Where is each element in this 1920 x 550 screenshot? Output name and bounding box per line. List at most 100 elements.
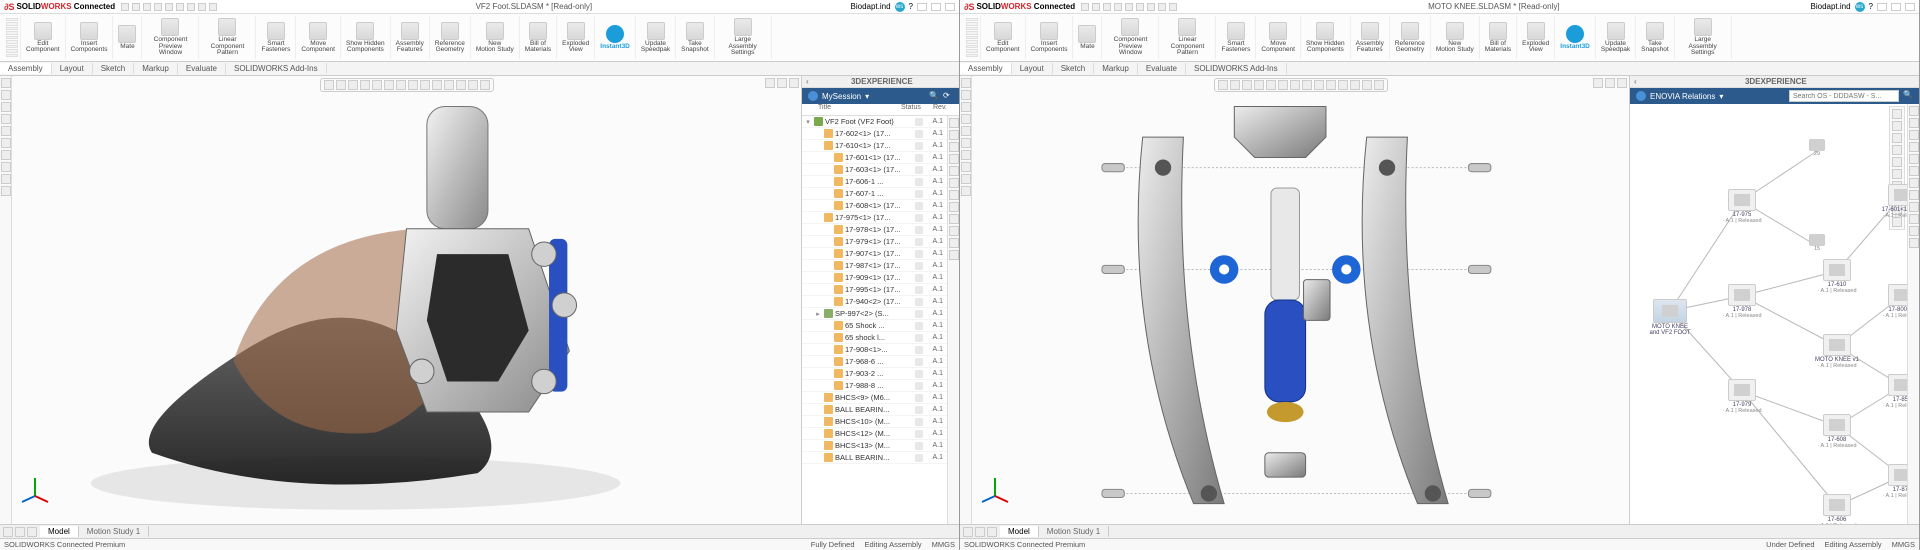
orientation-triad-icon[interactable] — [20, 474, 50, 504]
cmdtab-markup[interactable]: Markup — [1094, 63, 1138, 74]
btab-btn-icon[interactable] — [15, 527, 25, 537]
graph-tool-icon[interactable] — [1892, 145, 1902, 155]
restore-button[interactable] — [1891, 3, 1901, 11]
tree-row[interactable]: 17-601<1> (17...A.1 — [802, 152, 947, 164]
panel-tool-icon[interactable] — [949, 190, 959, 200]
ribbon-small-btn[interactable] — [6, 54, 18, 57]
ribbon-insert-components[interactable]: Insert Components — [1029, 21, 1070, 55]
qat-btn-icon[interactable] — [1158, 3, 1166, 11]
ribbon-mate[interactable]: Mate — [116, 24, 138, 52]
qat-btn-icon[interactable] — [176, 3, 184, 11]
graph-node[interactable]: MOTO KNEE v1· A.1 | Released — [1815, 334, 1859, 369]
help-icon[interactable]: ? — [909, 2, 913, 11]
btab-btn-icon[interactable] — [27, 527, 37, 537]
cmdtab-solidworks-add-ins[interactable]: SOLIDWORKS Add-Ins — [226, 63, 327, 74]
cmdtab-sketch[interactable]: Sketch — [1053, 63, 1094, 74]
ribbon-reference-geometry[interactable]: Reference Geometry — [433, 21, 467, 55]
graph-node[interactable]: 29 — [1795, 139, 1839, 157]
ribbon-show-hidden-components[interactable]: Show Hidden Components — [1304, 21, 1347, 55]
tree-row[interactable]: 17-978<1> (17...A.1 — [802, 224, 947, 236]
ribbon-component-preview-window[interactable]: Component Preview Window — [145, 17, 195, 58]
panel-tool-icon[interactable] — [1909, 154, 1919, 164]
ribbon-exploded-view[interactable]: Exploded View — [560, 21, 591, 55]
tab-motion-study[interactable]: Motion Study 1 — [1039, 526, 1109, 537]
toolstrip-btn-icon[interactable] — [961, 78, 971, 88]
tree-row[interactable]: 17-602<1> (17...A.1 — [802, 128, 947, 140]
ribbon-small-btn[interactable] — [966, 45, 978, 48]
tree-row[interactable]: 17-606-1 ...A.1 — [802, 176, 947, 188]
toolstrip-btn-icon[interactable] — [961, 186, 971, 196]
ribbon-show-hidden-components[interactable]: Show Hidden Components — [344, 21, 387, 55]
qat-btn-icon[interactable] — [154, 3, 162, 11]
ribbon-instant-d[interactable]: Instant3D — [1558, 24, 1592, 52]
status-units[interactable]: MMGS — [932, 540, 955, 549]
graph-node[interactable]: 17-850· A.1 | Released — [1880, 374, 1907, 409]
panel-tool-icon[interactable] — [1909, 214, 1919, 224]
ribbon-take-snapshot[interactable]: Take Snapshot — [679, 21, 710, 55]
qat-btn-icon[interactable] — [1081, 3, 1089, 11]
ribbon-move-component[interactable]: Move Component — [1259, 21, 1297, 55]
ribbon-insert-components[interactable]: Insert Components — [69, 21, 110, 55]
graph-tool-icon[interactable] — [1892, 109, 1902, 119]
panel-tool-icon[interactable] — [949, 178, 959, 188]
graph-tool-icon[interactable] — [1892, 169, 1902, 179]
toolstrip-btn-icon[interactable] — [1, 162, 11, 172]
graph-tool-icon[interactable] — [1892, 157, 1902, 167]
tree-row[interactable]: BALL BEARIN...A.1 — [802, 452, 947, 464]
ribbon-update-speedpak[interactable]: Update Speedpak — [639, 21, 672, 55]
tree-row[interactable]: 17-940<2> (17...A.1 — [802, 296, 947, 308]
relations-graph[interactable]: MOTO KNEE and VF2 FOOT17-975· A.1 | Rele… — [1630, 104, 1907, 524]
tree-row[interactable]: 65 shock l...A.1 — [802, 332, 947, 344]
btab-btn-icon[interactable] — [987, 527, 997, 537]
cmdtab-assembly[interactable]: Assembly — [960, 63, 1012, 74]
ribbon-bill-of-materials[interactable]: Bill of Materials — [523, 21, 553, 55]
viewport[interactable] — [12, 76, 801, 524]
ribbon-mate[interactable]: Mate — [1076, 24, 1098, 52]
tab-model[interactable]: Model — [40, 526, 79, 537]
ribbon-exploded-view[interactable]: Exploded View — [1520, 21, 1551, 55]
panel-tool-icon[interactable] — [1909, 238, 1919, 248]
toolstrip-btn-icon[interactable] — [1, 138, 11, 148]
toolstrip-btn-icon[interactable] — [961, 162, 971, 172]
panel-tab-arrow-icon[interactable]: ‹ — [1634, 77, 1637, 86]
chevron-down-icon[interactable]: ▾ — [1719, 92, 1723, 101]
tree-row[interactable]: 17-610<1> (17...A.1 — [802, 140, 947, 152]
panel-tool-icon[interactable] — [949, 202, 959, 212]
user-avatar-icon[interactable]: ws — [895, 2, 905, 12]
viewport[interactable] — [972, 76, 1629, 524]
qat-btn-icon[interactable] — [187, 3, 195, 11]
cmdtab-markup[interactable]: Markup — [134, 63, 178, 74]
ribbon-large-assembly-settings[interactable]: Large Assembly Settings — [718, 17, 768, 58]
help-icon[interactable]: ? — [1869, 2, 1873, 11]
minimize-button[interactable] — [917, 3, 927, 11]
tree-row[interactable]: 17-909<1> (17...A.1 — [802, 272, 947, 284]
panel-tool-icon[interactable] — [949, 166, 959, 176]
ribbon-assembly-features[interactable]: Assembly Features — [1354, 21, 1386, 55]
tree-row[interactable]: 17-603<1> (17...A.1 — [802, 164, 947, 176]
graph-node[interactable]: 17-979· A.1 | Released — [1720, 379, 1764, 414]
tree-row[interactable]: BHCS<12> (M...A.1 — [802, 428, 947, 440]
toolstrip-btn-icon[interactable] — [1, 114, 11, 124]
tab-model[interactable]: Model — [1000, 526, 1039, 537]
ribbon-small-btn[interactable] — [6, 49, 18, 52]
ribbon-edit-component[interactable]: Edit Component — [984, 21, 1022, 55]
toolstrip-btn-icon[interactable] — [961, 126, 971, 136]
panel-tool-icon[interactable] — [949, 238, 959, 248]
ribbon-small-btn[interactable] — [6, 27, 18, 30]
qat-btn-icon[interactable] — [1092, 3, 1100, 11]
qat-btn-icon[interactable] — [1125, 3, 1133, 11]
ribbon-small-btn[interactable] — [966, 49, 978, 52]
btab-btn-icon[interactable] — [975, 527, 985, 537]
panel-tab-label[interactable]: 3DEXPERIENCE — [851, 77, 913, 86]
ribbon-large-assembly-settings[interactable]: Large Assembly Settings — [1678, 17, 1728, 58]
tree-row[interactable]: 17-975<1> (17...A.1 — [802, 212, 947, 224]
ribbon-small-btn[interactable] — [966, 31, 978, 34]
restore-button[interactable] — [931, 3, 941, 11]
cmdtab-assembly[interactable]: Assembly — [0, 63, 52, 74]
cmdtab-sketch[interactable]: Sketch — [93, 63, 134, 74]
panel-tool-icon[interactable] — [1909, 106, 1919, 116]
qat-btn-icon[interactable] — [1136, 3, 1144, 11]
ribbon-update-speedpak[interactable]: Update Speedpak — [1599, 21, 1632, 55]
tree-row[interactable]: 17-907<1> (17...A.1 — [802, 248, 947, 260]
close-button[interactable] — [945, 3, 955, 11]
